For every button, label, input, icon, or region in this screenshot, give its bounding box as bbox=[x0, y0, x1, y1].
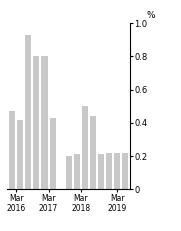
Bar bbox=[50, 118, 56, 189]
Bar bbox=[17, 120, 23, 189]
Bar bbox=[106, 153, 112, 189]
Text: %: % bbox=[147, 11, 155, 20]
Bar bbox=[74, 155, 80, 189]
Bar bbox=[98, 155, 104, 189]
Bar bbox=[9, 111, 15, 189]
Bar bbox=[122, 153, 129, 189]
Bar bbox=[66, 156, 72, 189]
Bar bbox=[114, 153, 120, 189]
Bar bbox=[82, 106, 88, 189]
Bar bbox=[90, 116, 96, 189]
Bar bbox=[33, 56, 39, 189]
Bar bbox=[25, 35, 31, 189]
Bar bbox=[41, 56, 48, 189]
